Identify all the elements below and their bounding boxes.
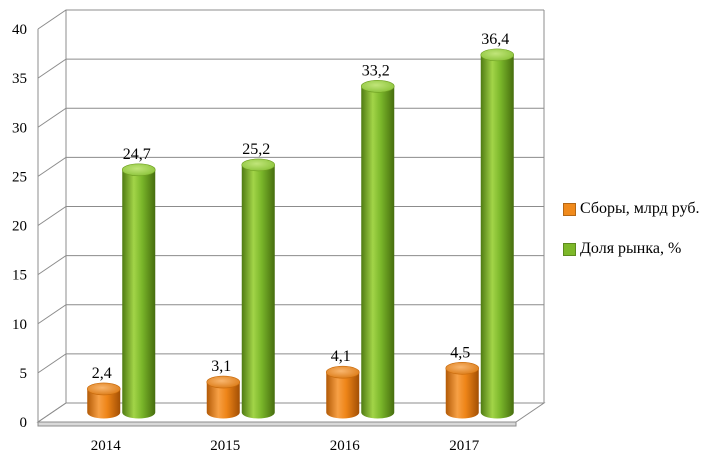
bar-1-0 [121,163,156,419]
data-label-1-0: 24,7 [123,146,151,163]
legend-item-0: Сборы, млрд руб. [563,198,700,220]
y-tick-label: 5 [20,366,28,382]
gridline [37,58,544,79]
legend-item-1: Доля рынка, % [563,238,700,260]
y-tick-label: 35 [12,71,27,87]
bar-top [121,163,156,177]
gridline [37,9,544,30]
bar-0-1 [206,375,241,419]
y-axis: 0 5 10 15 20 25 30 35 40 [12,22,27,431]
gridline [37,255,544,276]
bar-1-3 [480,48,515,419]
x-tick-label: 2015 [210,438,240,454]
bar-top [360,80,395,93]
bar-0-0 [86,382,121,419]
y-tick-label: 25 [12,169,27,185]
bar-1-1 [241,158,276,419]
floor-edge [37,421,517,427]
legend-label-0: Сборы, млрд руб. [580,200,700,217]
bar-body [445,368,479,419]
bar-1-2 [360,80,395,419]
data-label-0-2: 4,1 [331,348,351,365]
bar-top [480,48,515,62]
y-tick-label: 40 [12,22,27,38]
y-tick-label: 15 [12,268,27,284]
bar-body [87,388,121,419]
bar-body [122,169,156,419]
bar-body [206,382,240,419]
bar-top [325,365,360,379]
legend-swatch-0 [563,202,576,216]
bar-top [86,382,121,396]
bar-0-3 [445,361,480,419]
data-label-1-3: 36,4 [481,31,509,48]
data-label-0-0: 2,4 [92,365,112,382]
y-tick-label: 10 [12,317,27,333]
bars [86,48,515,419]
y-tick-label: 0 [20,415,28,431]
gridline [37,107,544,128]
bar-0-2 [325,365,360,419]
x-tick-label: 2016 [330,438,361,454]
bar-body [361,86,395,419]
legend-swatch-1 [563,242,576,256]
gridline [37,304,544,325]
legend-label-1: Доля рынка, % [580,240,682,257]
x-axis: 2014 2015 2016 2017 [91,438,480,454]
bar-top [206,375,241,389]
bar-body [326,372,360,419]
bar-top [445,361,480,375]
data-label-1-2: 33,2 [362,62,390,79]
bar-top [241,158,276,172]
legend: Сборы, млрд руб. Доля рынка, % [563,198,700,278]
y-tick-label: 20 [12,219,27,235]
data-label-0-3: 4,5 [450,344,470,361]
data-label-1-1: 25,2 [242,141,270,158]
x-tick-label: 2014 [91,438,122,454]
gridline [37,206,544,226]
data-label-0-1: 3,1 [211,358,231,375]
x-tick-label: 2017 [449,438,480,454]
data-labels: 2,4 24,7 3,1 25,2 4,1 33,2 4,5 36,4 [92,31,510,382]
bar-body [480,54,514,419]
bar-body [241,164,275,419]
y-tick-label: 30 [12,120,27,136]
gridline [37,156,544,177]
